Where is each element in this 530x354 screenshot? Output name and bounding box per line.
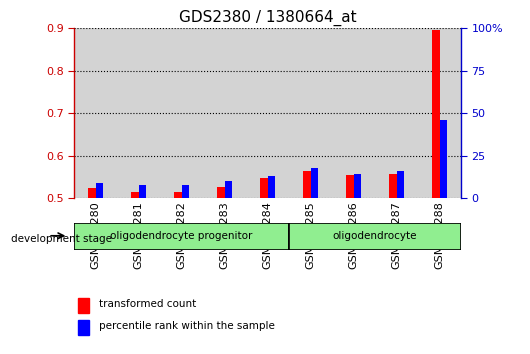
Bar <box>439 120 447 198</box>
Bar <box>396 171 404 198</box>
Bar <box>225 181 232 198</box>
Bar <box>311 168 319 198</box>
Bar <box>182 185 189 198</box>
Bar <box>160 28 203 198</box>
Bar <box>217 187 225 198</box>
Bar <box>418 28 461 198</box>
Bar <box>74 28 117 198</box>
Text: transformed count: transformed count <box>99 299 197 309</box>
Text: development stage: development stage <box>11 234 112 244</box>
Bar <box>131 192 139 198</box>
Bar <box>260 178 268 198</box>
Bar <box>88 188 96 198</box>
Bar <box>268 176 276 198</box>
Bar <box>117 28 160 198</box>
Bar <box>78 298 89 313</box>
Bar <box>432 30 439 198</box>
Bar <box>332 28 375 198</box>
Bar <box>389 174 396 198</box>
Bar <box>375 28 418 198</box>
Text: oligodendrocyte progenitor: oligodendrocyte progenitor <box>110 231 253 241</box>
Bar <box>74 223 289 250</box>
Bar <box>174 192 182 198</box>
Text: percentile rank within the sample: percentile rank within the sample <box>99 321 275 331</box>
Bar <box>303 171 311 198</box>
Text: oligodendrocyte: oligodendrocyte <box>333 231 417 241</box>
Bar <box>139 185 146 198</box>
Bar <box>96 183 103 198</box>
Title: GDS2380 / 1380664_at: GDS2380 / 1380664_at <box>179 9 357 25</box>
Bar <box>289 28 332 198</box>
Bar <box>354 173 361 198</box>
Bar <box>246 28 289 198</box>
Bar <box>346 175 354 198</box>
Bar <box>289 223 461 250</box>
Bar <box>78 320 89 335</box>
Bar <box>203 28 246 198</box>
